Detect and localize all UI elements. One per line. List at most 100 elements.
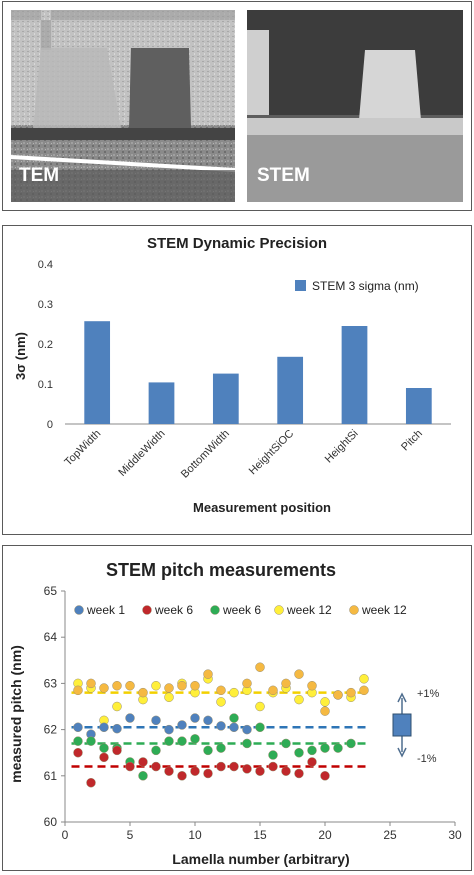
data-point: [255, 722, 265, 733]
data-point: [294, 694, 304, 705]
x-tick-label: BottomWidth: [179, 428, 232, 481]
plus-one-percent-label: +1%: [417, 688, 440, 700]
y-tick-label: 64: [44, 630, 58, 644]
legend-marker: [142, 605, 152, 615]
x-tick-label: 5: [127, 828, 134, 842]
data-point: [177, 720, 187, 730]
data-point: [86, 678, 96, 689]
legend-label: week 12: [361, 603, 407, 617]
data-point: [203, 669, 213, 679]
data-point: [190, 766, 200, 776]
y-axis-label: 3σ (nm): [13, 332, 28, 380]
data-point: [177, 736, 187, 746]
scatter-chart-panel: STEM pitch measurements measured pitch (…: [2, 545, 472, 871]
x-tick-label: 0: [62, 828, 69, 842]
x-axis-label: Measurement position: [193, 500, 331, 515]
data-point: [86, 777, 96, 788]
y-tick-label: 65: [44, 584, 58, 598]
legend-label: week 1: [86, 603, 125, 617]
stem-image: STEM: [247, 10, 463, 202]
x-tick-label: 25: [383, 828, 397, 842]
x-tick-label: 30: [448, 828, 462, 842]
data-point: [294, 768, 304, 779]
legend-marker: [349, 605, 359, 615]
data-point: [125, 713, 135, 723]
data-point: [216, 697, 226, 707]
x-tick-label: HeightSi: [323, 428, 361, 466]
data-point: [307, 757, 317, 767]
data-point: [333, 690, 343, 700]
legend-marker: [274, 605, 284, 615]
bar: [84, 321, 111, 424]
data-point: [255, 766, 265, 776]
data-point: [125, 761, 135, 772]
data-point: [229, 687, 239, 698]
chart-title: STEM Dynamic Precision: [147, 235, 327, 252]
data-point: [320, 771, 330, 781]
data-point: [99, 752, 109, 763]
data-point: [281, 766, 291, 776]
data-point: [190, 680, 200, 691]
legend-marker: [210, 605, 220, 615]
data-point: [177, 771, 187, 781]
data-point: [151, 761, 161, 772]
tem-micrograph-icon: [11, 10, 235, 202]
data-point: [138, 687, 148, 698]
data-point: [138, 757, 148, 767]
y-tick-label: 0.3: [38, 299, 53, 311]
data-point: [164, 766, 174, 776]
data-point: [255, 701, 265, 712]
data-point: [268, 685, 278, 696]
data-point: [268, 750, 278, 760]
data-point: [164, 724, 174, 735]
data-point: [190, 734, 200, 744]
y-tick-label: 0: [47, 419, 53, 431]
data-point: [73, 747, 83, 758]
data-point: [320, 743, 330, 753]
data-point: [164, 692, 174, 703]
x-tick-label: 15: [253, 828, 267, 842]
data-point: [294, 747, 304, 758]
data-point: [203, 768, 213, 779]
x-tick-label: MiddleWidth: [116, 428, 167, 479]
y-axis-label: measured pitch (nm): [8, 645, 24, 783]
data-point: [281, 738, 291, 749]
micrograph-panel: TEM STEM: [2, 1, 472, 211]
y-tick-label: 60: [44, 815, 58, 829]
bar-chart: STEM Dynamic Precision 3σ (nm) Measureme…: [13, 235, 451, 515]
data-point: [112, 745, 122, 756]
bar: [341, 326, 368, 424]
tem-label: TEM: [19, 165, 60, 186]
legend-marker: [74, 605, 84, 615]
y-tick-label: 61: [44, 769, 58, 783]
data-point: [242, 724, 252, 735]
data-point: [177, 680, 187, 691]
data-point: [333, 743, 343, 753]
y-tick-label: 0.4: [38, 259, 53, 271]
down-arrow-icon: [397, 736, 407, 758]
legend-label: week 12: [286, 603, 332, 617]
data-point: [242, 764, 252, 774]
data-point: [151, 715, 161, 726]
data-point: [229, 713, 239, 723]
bar: [277, 356, 304, 424]
data-point: [203, 745, 213, 756]
data-point: [229, 761, 239, 772]
data-point: [268, 761, 278, 772]
data-point: [255, 662, 265, 672]
up-arrow-icon: [397, 692, 407, 714]
bar: [405, 388, 432, 424]
data-point: [216, 721, 226, 731]
data-point: [359, 674, 369, 684]
data-point: [151, 680, 161, 691]
y-tick-label: 63: [44, 676, 58, 690]
data-point: [151, 745, 161, 756]
data-point: [320, 706, 330, 716]
data-point: [125, 680, 135, 691]
data-point: [307, 680, 317, 691]
x-tick-label: HeightSiOC: [247, 428, 297, 478]
data-point: [99, 722, 109, 733]
data-point: [73, 685, 83, 696]
data-point: [73, 736, 83, 746]
x-tick-label: 10: [188, 828, 202, 842]
